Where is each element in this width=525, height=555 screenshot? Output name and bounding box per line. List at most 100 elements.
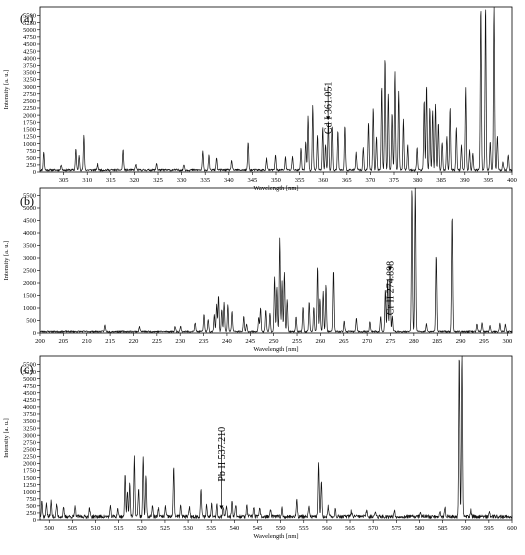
x-tick-label: 315 [106, 177, 116, 184]
x-tick-label: 370 [366, 177, 376, 184]
x-tick-label: 265 [339, 338, 349, 345]
x-tick-label: 235 [199, 338, 209, 345]
x-tick-label: 535 [206, 525, 216, 532]
x-tick-label: 580 [415, 525, 425, 532]
y-tick-label: 5500 [23, 13, 36, 20]
y-tick-label: 500 [26, 318, 36, 325]
y-tick-label: 4000 [23, 230, 36, 237]
x-tick-label: 565 [345, 525, 355, 532]
y-tick-label: 2000 [23, 280, 36, 287]
y-tick-label: 4500 [23, 218, 36, 225]
x-tick-label: 225 [152, 338, 162, 345]
y-tick-label: 250 [26, 510, 36, 517]
x-tick-label: 400 [507, 177, 517, 184]
plot-frame [39, 6, 513, 173]
x-tick-label: 310 [82, 177, 92, 184]
x-tick-label: 395 [484, 177, 494, 184]
x-tick-label: 230 [175, 338, 185, 345]
y-tick-label: 4000 [23, 404, 36, 411]
y-tick-label: 3750 [23, 63, 36, 70]
y-tick-label: 1000 [23, 305, 36, 312]
y-tick-label: 3000 [23, 255, 36, 262]
x-tick-label: 325 [153, 177, 163, 184]
y-tick-label: 250 [26, 162, 36, 169]
x-tick-label: 305 [59, 177, 69, 184]
annotation-arrowhead [326, 116, 331, 121]
x-tick-label: 585 [438, 525, 448, 532]
x-tick-label: 355 [295, 177, 305, 184]
spectrum-line [39, 7, 513, 172]
x-tick-label: 295 [479, 338, 489, 345]
y-tick-label: 2750 [23, 439, 36, 446]
y-axis-title: Intensity [a. u.] [3, 241, 10, 281]
x-tick-label: 570 [368, 525, 378, 532]
x-tick-label: 270 [362, 338, 372, 345]
x-tick-label: 320 [130, 177, 140, 184]
peak-annotation-label: Cr II 274.898 [386, 261, 397, 315]
x-tick-label: 345 [248, 177, 258, 184]
y-tick-label: 4750 [23, 383, 36, 390]
y-tick-label: 4250 [23, 48, 36, 55]
y-tick-label: 2500 [23, 98, 36, 105]
y-tick-label: 1000 [23, 141, 36, 148]
y-tick-label: 3000 [23, 84, 36, 91]
y-tick-label: 5500 [23, 362, 36, 369]
plot-frame [39, 355, 513, 521]
x-tick-label: 205 [58, 338, 68, 345]
y-tick-label: 2500 [23, 268, 36, 275]
x-tick-label: 365 [342, 177, 352, 184]
x-tick-label: 245 [245, 338, 255, 345]
x-tick-label: 595 [484, 525, 494, 532]
x-tick-label: 280 [409, 338, 419, 345]
y-tick-label: 3500 [23, 243, 36, 250]
x-tick-label: 375 [389, 177, 399, 184]
x-tick-label: 555 [299, 525, 309, 532]
x-tick-label: 560 [322, 525, 332, 532]
peak-annotation-label: Cd I 361.051 [324, 82, 335, 135]
y-tick-label: 750 [26, 148, 36, 155]
annotation-arrowhead [219, 505, 224, 510]
y-tick-label: 2250 [23, 105, 36, 112]
x-tick-label: 340 [224, 177, 234, 184]
y-tick-label: 0 [33, 517, 36, 524]
y-axis-title: Intensity [a. u.] [3, 70, 10, 110]
x-axis-title: Wavelength [nm] [253, 185, 298, 192]
x-tick-label: 300 [502, 338, 512, 345]
x-tick-label: 505 [68, 525, 78, 532]
x-tick-label: 350 [271, 177, 281, 184]
y-tick-label: 1500 [23, 293, 36, 300]
y-tick-label: 2750 [23, 91, 36, 98]
x-tick-label: 500 [44, 525, 54, 532]
x-tick-label: 600 [507, 525, 517, 532]
x-tick-label: 530 [183, 525, 193, 532]
chart-panel-c: 500 505 510 515 520 525 530 535 540 545 550 555 560 5… [3, 355, 517, 540]
y-tick-label: 5000 [23, 27, 36, 34]
x-tick-label: 330 [177, 177, 187, 184]
y-tick-label: 500 [26, 503, 36, 510]
peak-annotation-label: Pb II 537.210 [217, 427, 228, 482]
x-tick-label: 220 [129, 338, 139, 345]
y-tick-label: 750 [26, 496, 36, 503]
y-tick-label: 3000 [23, 432, 36, 439]
y-tick-label: 0 [33, 330, 36, 337]
x-tick-label: 385 [436, 177, 446, 184]
x-tick-label: 545 [253, 525, 263, 532]
y-tick-label: 2500 [23, 447, 36, 454]
y-tick-label: 0 [33, 169, 36, 176]
y-tick-label: 5500 [23, 193, 36, 200]
y-tick-label: 4500 [23, 390, 36, 397]
y-tick-label: 1750 [23, 119, 36, 126]
y-tick-label: 3500 [23, 70, 36, 77]
x-tick-label: 260 [316, 338, 326, 345]
x-tick-label: 210 [82, 338, 92, 345]
x-tick-label: 515 [114, 525, 124, 532]
annotation-arrowhead [388, 267, 393, 271]
spectrum-line [39, 355, 513, 519]
chart-panel-a: 305 310 315 320 325 330 335 340 345 350 355 360 365 3… [3, 6, 517, 192]
x-tick-label: 390 [460, 177, 470, 184]
y-tick-label: 1000 [23, 489, 36, 496]
y-tick-label: 4250 [23, 397, 36, 404]
x-tick-label: 200 [35, 338, 45, 345]
